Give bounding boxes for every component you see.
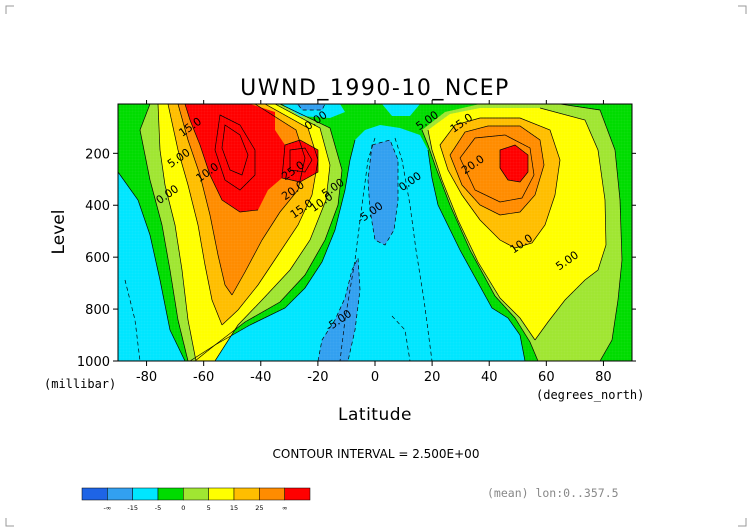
legend-label: -15 — [127, 504, 138, 512]
legend-swatch — [208, 487, 235, 501]
plot-area — [118, 104, 632, 361]
contour-interval-text: CONTOUR INTERVAL = 2.500E+00 — [273, 447, 480, 461]
footer-mean-lon-text: (mean) lon:0..357.5 — [487, 486, 619, 500]
y-tick-label: 1000 — [77, 355, 110, 370]
legend-swatch — [284, 487, 311, 501]
y-tick-label: 600 — [85, 251, 110, 266]
legend-swatch — [259, 487, 285, 501]
y-axis-label: Level — [49, 210, 69, 255]
legend-label: ∞ — [282, 504, 287, 512]
x-tick-label: 80 — [595, 370, 612, 385]
legend-swatch — [132, 487, 159, 501]
legend-swatch — [107, 487, 133, 501]
legend-label: -∞ — [103, 504, 111, 512]
x-tick-label: -20 — [307, 370, 328, 385]
y-tick-label: 800 — [85, 303, 110, 318]
corner-marks — [5, 5, 747, 527]
color-legend: -∞ -15 -5 0 5 15 25 ∞ — [81, 487, 311, 512]
x-tick-label: 60 — [538, 370, 555, 385]
x-tick-label: -60 — [193, 370, 214, 385]
y-units-label: (millibar) — [44, 377, 116, 391]
legend-label: -5 — [155, 504, 161, 512]
legend-label: 15 — [230, 504, 238, 512]
legend-label: 25 — [255, 504, 263, 512]
x-tick-label: 20 — [424, 370, 441, 385]
x-units-label: (degrees_north) — [536, 388, 644, 402]
chart-title: UWND_1990-10_NCEP — [240, 76, 510, 101]
legend-swatch — [183, 487, 209, 501]
x-tick-label: 0 — [371, 370, 379, 385]
x-axis-label: Latitude — [338, 405, 412, 425]
legend-swatch — [81, 487, 108, 501]
x-tick-label: -80 — [136, 370, 157, 385]
y-axis: 200 400 600 800 1000 — [77, 147, 636, 370]
x-tick-label: 40 — [481, 370, 498, 385]
legend-label: 5 — [207, 504, 211, 512]
legend-swatch — [157, 487, 184, 501]
legend-label: 0 — [181, 504, 185, 512]
x-tick-label: -40 — [250, 370, 271, 385]
x-axis: -80 -60 -40 -20 0 20 40 60 80 — [136, 100, 612, 385]
y-tick-label: 400 — [85, 199, 110, 214]
legend-swatch — [233, 487, 260, 501]
y-tick-label: 200 — [85, 147, 110, 162]
